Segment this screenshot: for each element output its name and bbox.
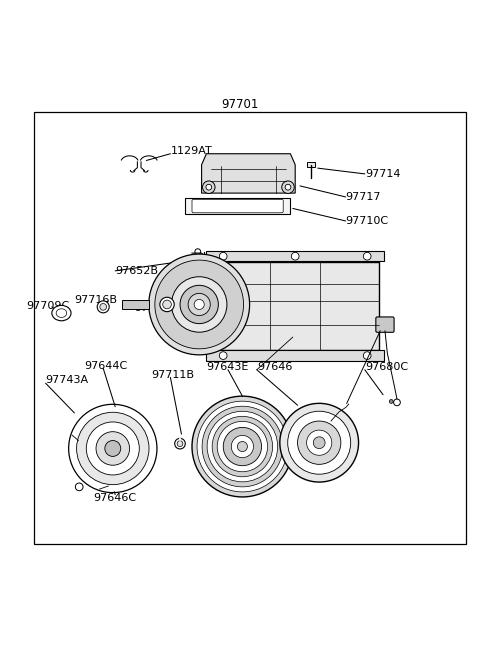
Circle shape [180, 286, 218, 324]
Bar [206, 251, 384, 261]
Circle shape [282, 181, 294, 193]
Bar [185, 198, 290, 214]
Circle shape [231, 436, 253, 458]
Circle shape [188, 293, 210, 316]
Bar [122, 300, 149, 309]
Circle shape [192, 396, 293, 497]
Text: 97646C: 97646C [94, 493, 137, 503]
Ellipse shape [177, 441, 183, 447]
Circle shape [219, 352, 227, 360]
Ellipse shape [97, 301, 109, 313]
Circle shape [69, 404, 157, 493]
Circle shape [212, 417, 273, 477]
Circle shape [223, 428, 262, 466]
Bar [206, 350, 384, 361]
Text: 97646: 97646 [257, 362, 292, 372]
Text: 97643E: 97643E [206, 362, 249, 372]
Circle shape [195, 249, 201, 255]
Circle shape [96, 432, 130, 465]
Ellipse shape [175, 438, 185, 449]
Text: 97709C: 97709C [26, 301, 70, 311]
Circle shape [149, 254, 250, 355]
Circle shape [197, 401, 288, 492]
Bar [307, 162, 315, 167]
Circle shape [206, 184, 212, 190]
Circle shape [288, 411, 351, 474]
Circle shape [363, 352, 371, 360]
Circle shape [363, 252, 371, 260]
Circle shape [237, 441, 248, 451]
Circle shape [105, 441, 121, 457]
Text: 97652B: 97652B [115, 266, 158, 276]
Ellipse shape [56, 309, 67, 318]
Text: 97743A: 97743A [46, 375, 89, 385]
Ellipse shape [160, 297, 174, 312]
Circle shape [202, 406, 283, 487]
Wedge shape [179, 438, 181, 443]
FancyBboxPatch shape [192, 199, 283, 213]
Circle shape [155, 260, 243, 349]
Circle shape [75, 483, 83, 491]
Text: 97711B: 97711B [151, 369, 194, 379]
Circle shape [307, 430, 332, 455]
Text: 97716B: 97716B [74, 295, 118, 305]
Circle shape [285, 184, 291, 190]
Circle shape [291, 252, 299, 260]
Circle shape [203, 181, 215, 193]
Text: 97710C: 97710C [346, 216, 389, 226]
Circle shape [394, 399, 400, 405]
Text: 97714: 97714 [365, 169, 400, 179]
Circle shape [207, 411, 277, 482]
Text: 97701: 97701 [221, 98, 259, 111]
Circle shape [313, 437, 325, 449]
Circle shape [77, 412, 149, 485]
Circle shape [86, 422, 139, 475]
Circle shape [171, 277, 227, 332]
FancyBboxPatch shape [376, 317, 394, 332]
Ellipse shape [100, 303, 107, 310]
Bar [211, 261, 379, 350]
Ellipse shape [163, 300, 171, 309]
Text: 1129AT: 1129AT [170, 146, 212, 156]
Circle shape [280, 403, 359, 482]
Text: 97680C: 97680C [365, 362, 408, 372]
Text: 97707C: 97707C [134, 303, 178, 313]
Ellipse shape [52, 305, 71, 321]
Text: 97717: 97717 [346, 192, 381, 202]
Circle shape [298, 421, 341, 464]
Circle shape [389, 400, 393, 403]
Circle shape [194, 299, 204, 310]
Polygon shape [202, 154, 295, 193]
Circle shape [217, 421, 268, 472]
Circle shape [219, 252, 227, 260]
Text: 97644C: 97644C [84, 361, 127, 371]
